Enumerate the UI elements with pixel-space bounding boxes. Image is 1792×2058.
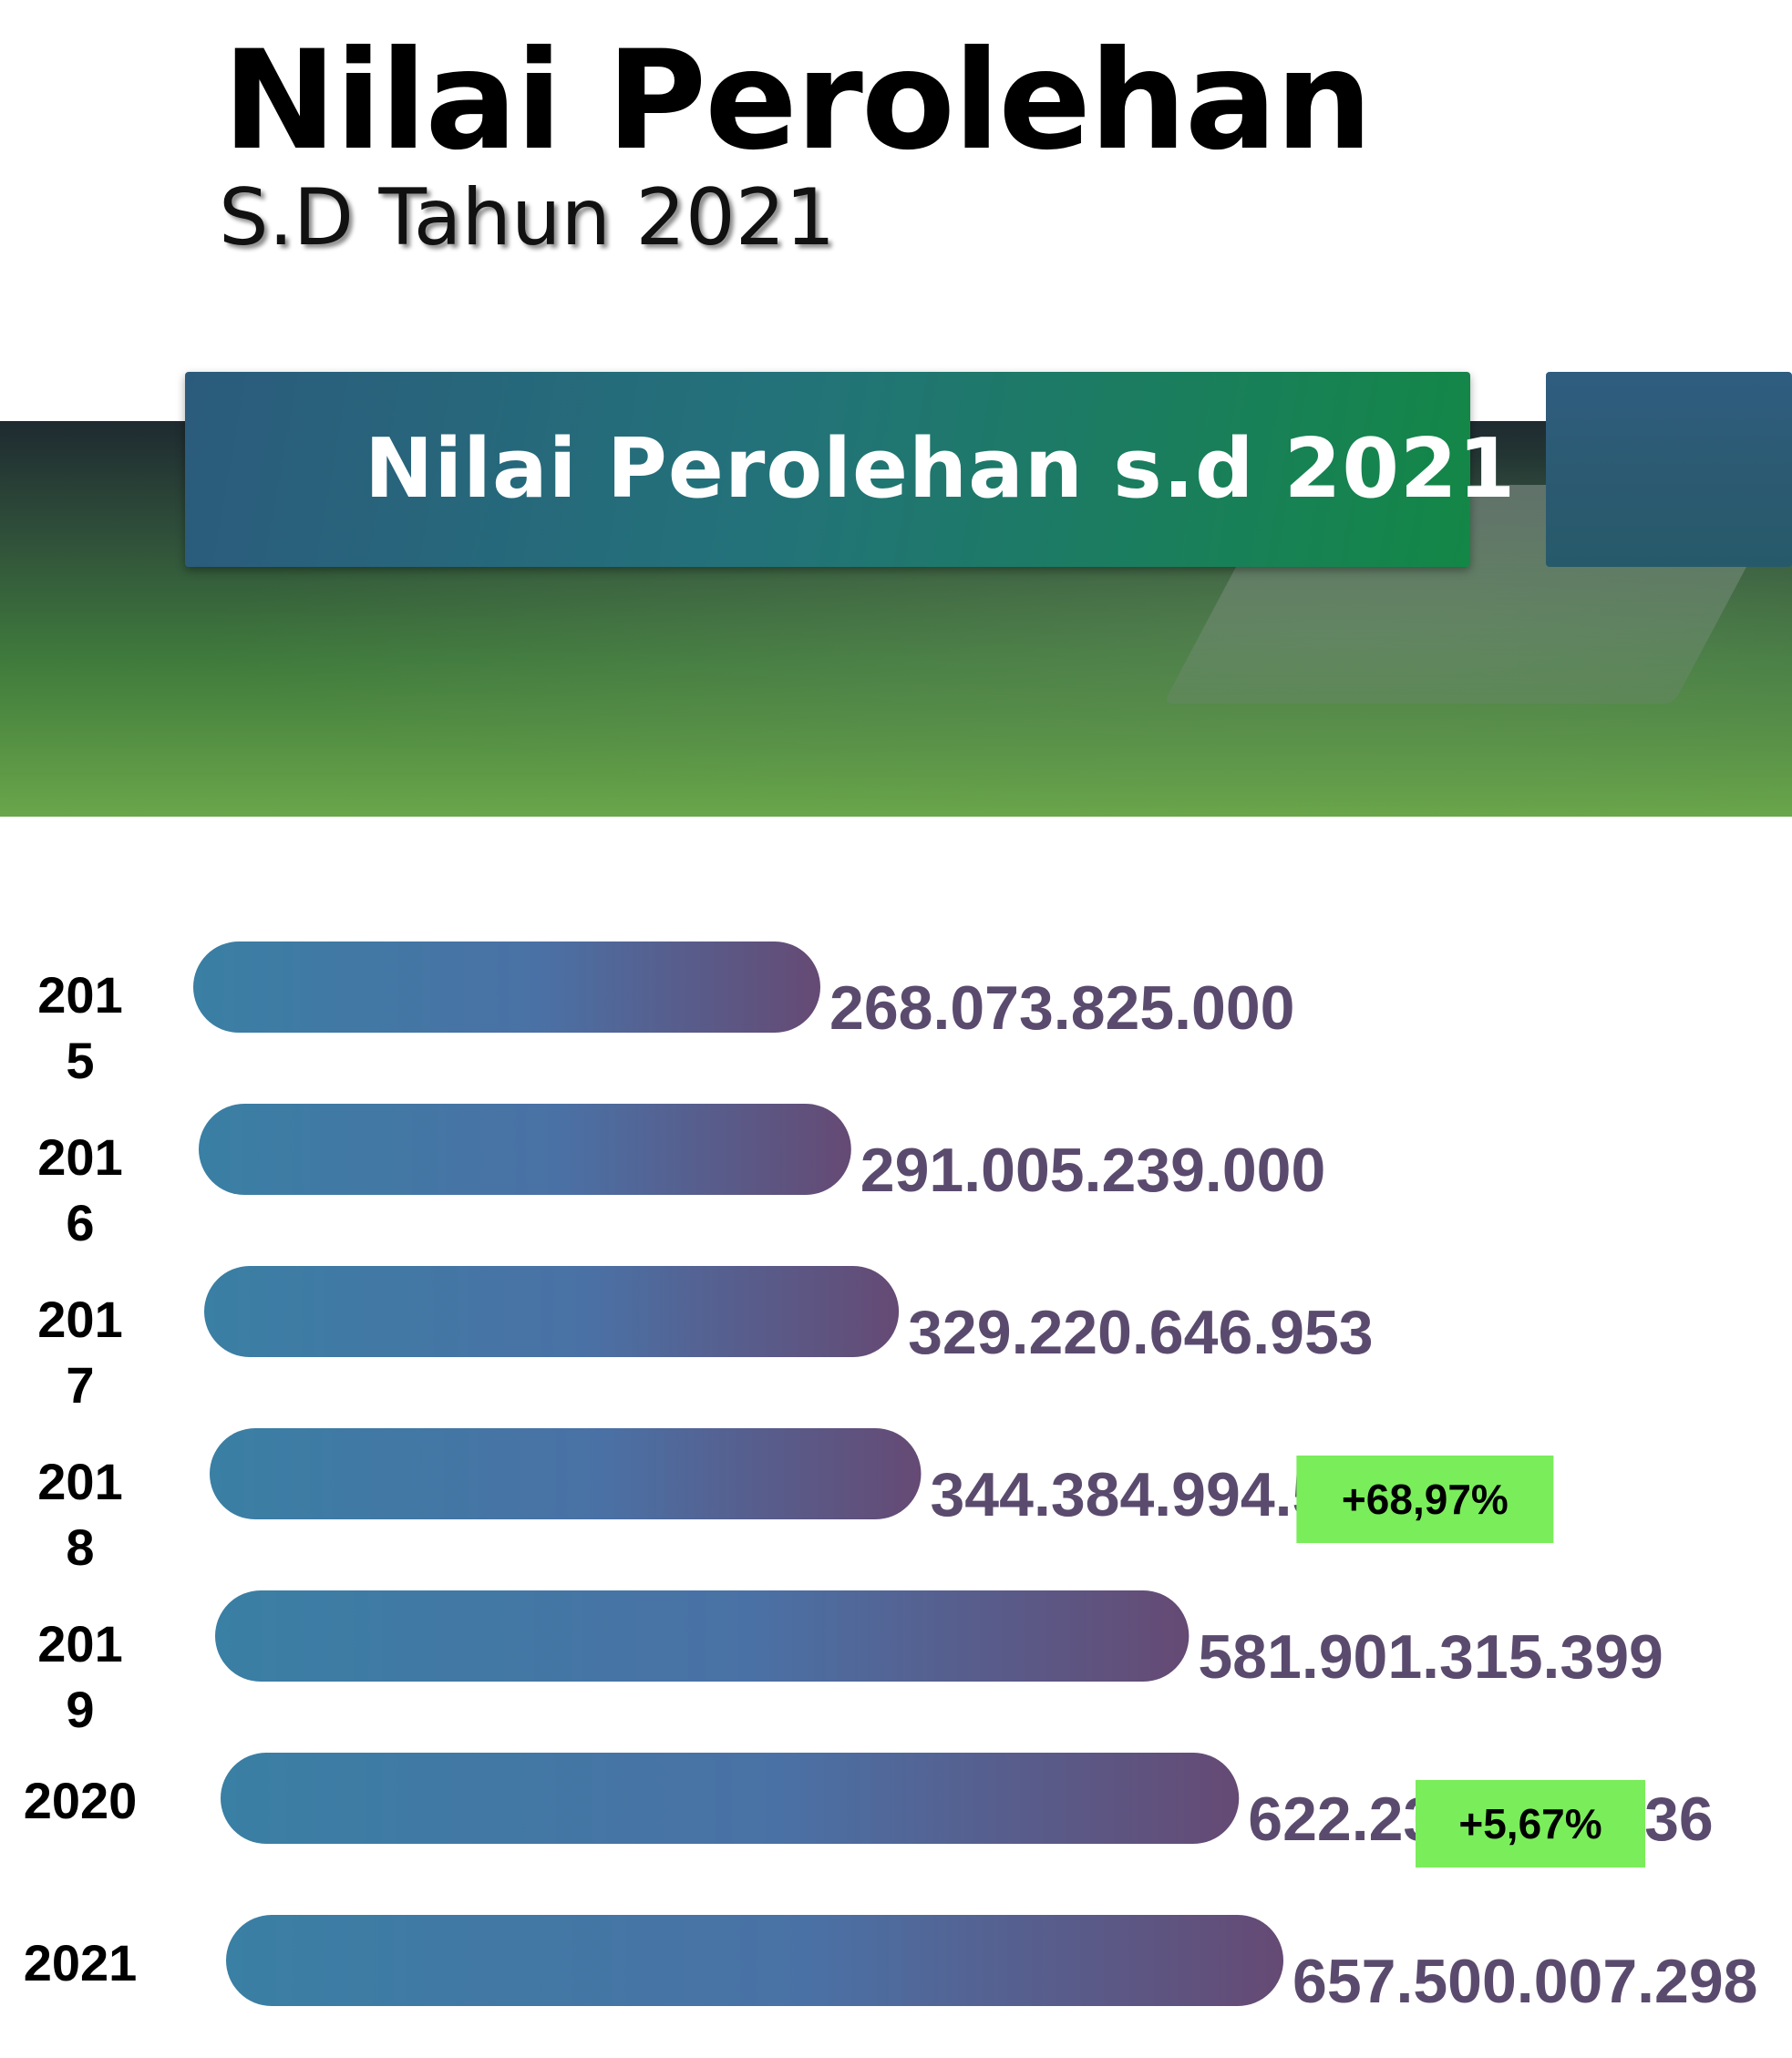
bar-2018: [210, 1428, 922, 1519]
year-label-2016: 201 6: [37, 1128, 122, 1251]
value-label-2015: 268.073.825.000: [829, 973, 1295, 1043]
growth-badge-box: [1296, 1456, 1554, 1543]
bar-2021: [226, 1915, 1283, 2006]
bar-2019: [215, 1590, 1190, 1682]
value-label-2021: 657.500.007.298: [1293, 1947, 1758, 2016]
banner-box: [185, 372, 1470, 567]
page-subtitle: S.D Tahun 2021: [219, 172, 836, 263]
banner-label: Nilai Perolehan s.d 2021: [365, 421, 1517, 517]
bar-2020: [221, 1753, 1240, 1844]
growth-badge-box: [1416, 1780, 1645, 1868]
growth-badge-text: +68,97%: [1342, 1476, 1509, 1523]
growth-badge-text: +5,67%: [1458, 1800, 1601, 1847]
growth-badge-2021: +5,67%: [1416, 1780, 1645, 1868]
year-label-2015: 201 5: [37, 966, 122, 1089]
bar-2017: [204, 1266, 900, 1357]
year-label-2017: 201 7: [37, 1291, 122, 1414]
banner-side-box: [1546, 372, 1792, 567]
page-title: Nilai Perolehan: [222, 22, 1373, 180]
year-label-2021: 2021: [24, 1934, 138, 1991]
year-label-2019: 201 9: [37, 1615, 122, 1738]
bar-2016: [199, 1104, 851, 1195]
value-label-2016: 291.005.239.000: [860, 1136, 1325, 1205]
growth-badge-2019: +68,97%: [1296, 1456, 1554, 1543]
year-label-2020: 2020: [24, 1772, 138, 1829]
value-label-2019: 581.901.315.399: [1198, 1622, 1663, 1692]
value-label-2017: 329.220.646.953: [908, 1298, 1373, 1367]
year-label-2018: 201 8: [37, 1453, 122, 1576]
bar-2015: [193, 942, 820, 1033]
